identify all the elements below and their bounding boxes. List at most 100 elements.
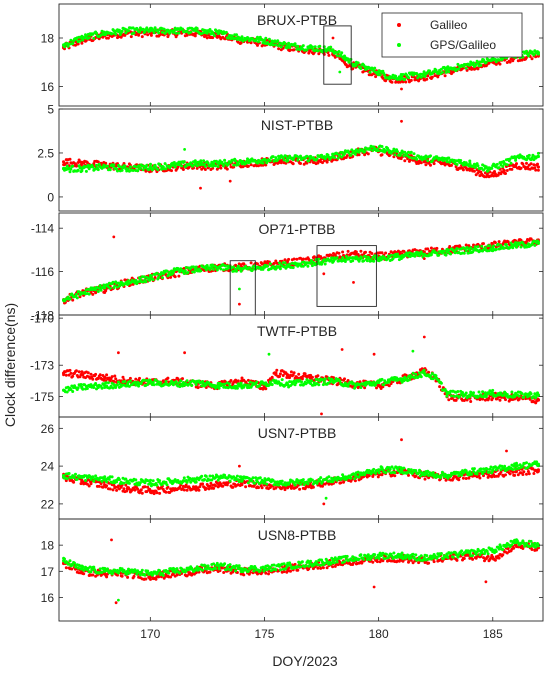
data-point	[431, 76, 434, 79]
data-point	[369, 148, 372, 151]
data-point	[159, 381, 162, 384]
data-point	[280, 45, 283, 48]
data-point	[283, 159, 286, 162]
data-point	[336, 256, 339, 259]
data-point	[514, 164, 517, 167]
data-point	[290, 370, 293, 373]
data-point	[425, 78, 428, 81]
data-point	[362, 259, 365, 262]
data-point	[504, 172, 507, 175]
data-point	[143, 275, 146, 278]
data-point	[408, 378, 411, 381]
data-point	[172, 382, 175, 385]
data-point	[271, 383, 274, 386]
data-point	[354, 63, 357, 66]
data-point	[212, 268, 215, 271]
data-point	[165, 167, 168, 170]
data-point	[322, 383, 325, 386]
data-point	[275, 369, 278, 372]
data-point	[194, 381, 197, 384]
data-point	[504, 473, 507, 476]
data-point	[126, 281, 129, 284]
data-point	[472, 391, 475, 394]
data-point	[324, 263, 327, 266]
data-point	[381, 153, 384, 156]
data-point	[87, 371, 90, 374]
data-point	[364, 251, 367, 254]
data-point	[153, 31, 156, 34]
data-point	[91, 293, 94, 296]
data-point	[530, 162, 533, 165]
data-point	[465, 67, 468, 70]
data-point	[144, 485, 147, 488]
outlier-point	[117, 351, 120, 354]
data-point	[503, 169, 506, 172]
data-point	[537, 169, 540, 172]
data-point	[129, 380, 132, 383]
data-point	[463, 252, 466, 255]
data-point	[257, 164, 260, 167]
data-point	[143, 379, 146, 382]
data-point	[331, 259, 334, 262]
data-point	[400, 378, 403, 381]
data-point	[97, 290, 100, 293]
data-point	[465, 392, 468, 395]
data-point	[482, 242, 485, 245]
data-point	[103, 165, 106, 168]
data-point	[174, 275, 177, 278]
data-point	[274, 43, 277, 46]
outlier-point	[400, 257, 403, 260]
data-point	[113, 285, 116, 288]
data-point	[236, 387, 239, 390]
data-point	[354, 253, 357, 256]
data-point	[509, 61, 512, 64]
data-point	[224, 264, 227, 267]
data-point	[226, 168, 229, 171]
data-point	[184, 269, 187, 272]
data-point	[314, 45, 317, 48]
data-point	[111, 375, 114, 378]
data-point	[491, 389, 494, 392]
data-point	[469, 391, 472, 394]
data-point	[141, 35, 144, 38]
data-point	[438, 385, 441, 388]
data-point	[112, 281, 115, 284]
data-point	[99, 373, 102, 376]
data-point	[410, 79, 413, 82]
data-point	[286, 264, 289, 267]
data-point	[450, 164, 453, 167]
data-point	[286, 157, 289, 160]
data-point	[506, 163, 509, 166]
data-point	[468, 248, 471, 251]
data-point	[272, 155, 275, 158]
outlier-point	[320, 413, 323, 416]
data-point	[237, 379, 240, 382]
data-point	[274, 372, 277, 375]
data-point	[359, 250, 362, 253]
data-point	[76, 296, 79, 299]
y-tick-label: -116	[31, 265, 54, 279]
data-point	[503, 162, 506, 165]
data-point	[109, 168, 112, 171]
data-point	[457, 68, 460, 71]
data-point	[107, 381, 110, 384]
data-point	[123, 380, 126, 383]
data-point	[286, 382, 289, 385]
data-point	[266, 265, 269, 268]
panel-title: TWTF-PTBB	[257, 323, 337, 339]
data-point	[316, 374, 319, 377]
data-point	[354, 150, 357, 153]
data-point	[537, 398, 540, 401]
data-point	[316, 157, 319, 160]
data-point	[302, 375, 305, 378]
data-point	[77, 169, 80, 172]
data-point	[207, 162, 210, 165]
data-point	[205, 487, 208, 490]
data-point	[138, 377, 141, 380]
data-point	[511, 246, 514, 249]
data-point	[62, 160, 65, 163]
data-point	[377, 70, 380, 73]
data-point	[423, 73, 426, 76]
data-point	[415, 158, 418, 161]
data-point	[498, 59, 501, 62]
